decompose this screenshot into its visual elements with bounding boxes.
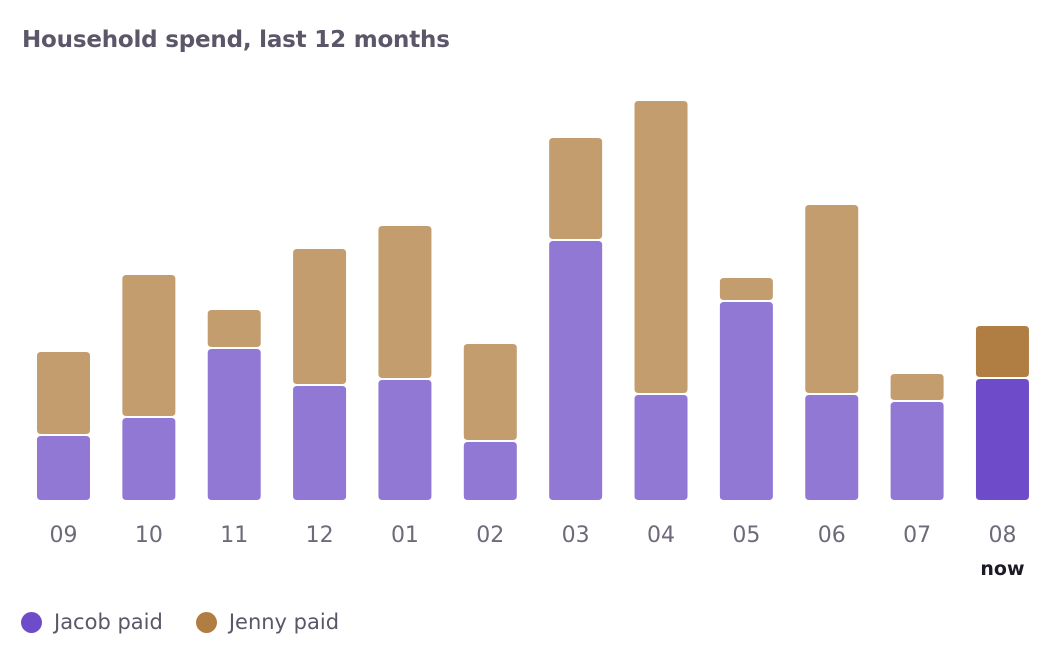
bar-jenny-03[interactable] [549,138,603,239]
bar-jenny-04[interactable] [634,101,688,393]
legend-swatch-jacob [21,611,42,633]
bar-jenny-08[interactable] [975,326,1029,377]
bar-jenny-10[interactable] [122,275,176,416]
x-tick-label: 09 [50,523,78,548]
bar-jacob-04[interactable] [634,395,688,500]
x-tick-label: 02 [476,523,504,548]
bar-jacob-06[interactable] [805,395,859,500]
bar-jenny-07[interactable] [890,374,944,400]
bar-jacob-01[interactable] [378,380,432,500]
legend-label-jacob: Jacob paid [54,610,163,634]
x-tick-label: 08 [988,523,1016,548]
legend-item-jacob[interactable]: Jacob paid [21,610,163,634]
bar-jenny-01[interactable] [378,226,432,378]
bar-jacob-07[interactable] [890,402,944,500]
legend-swatch-jenny [195,611,217,633]
x-tick-label: 07 [903,523,931,548]
x-tick-label: 04 [647,523,675,548]
bar-chart: 09 10 11 12 01 02 03 04 05 06 07 08 now [37,101,1029,580]
x-tick-label: 05 [732,523,760,548]
x-tick-label: 11 [220,523,248,548]
bar-jacob-10[interactable] [122,418,176,500]
bar-jenny-11[interactable] [207,310,261,347]
x-tick-label: 06 [818,523,846,548]
x-tick-label: 10 [135,523,163,548]
bar-jenny-12[interactable] [293,249,347,384]
bar-jacob-05[interactable] [719,302,773,500]
bar-jacob-11[interactable] [207,349,261,500]
legend: Jacob paid Jenny paid [21,610,372,634]
x-tick-label: 01 [391,523,419,548]
x-tick-label: 12 [306,523,334,548]
x-tick-label: 03 [562,523,590,548]
legend-label-jenny: Jenny paid [228,610,340,634]
current-month-label: now [980,558,1024,580]
bar-jenny-05[interactable] [719,278,773,300]
bar-jacob-03[interactable] [549,241,603,500]
legend-item-jenny[interactable]: Jenny paid [195,610,340,634]
bar-jenny-06[interactable] [805,205,859,393]
bar-jacob-02[interactable] [463,442,517,500]
bar-jenny-09[interactable] [37,352,90,434]
chart-title: Household spend, last 12 months [22,27,450,53]
bar-jacob-12[interactable] [293,386,347,500]
bar-jacob-09[interactable] [37,436,90,500]
bar-jenny-02[interactable] [463,344,517,440]
bar-jacob-08[interactable] [975,379,1029,500]
